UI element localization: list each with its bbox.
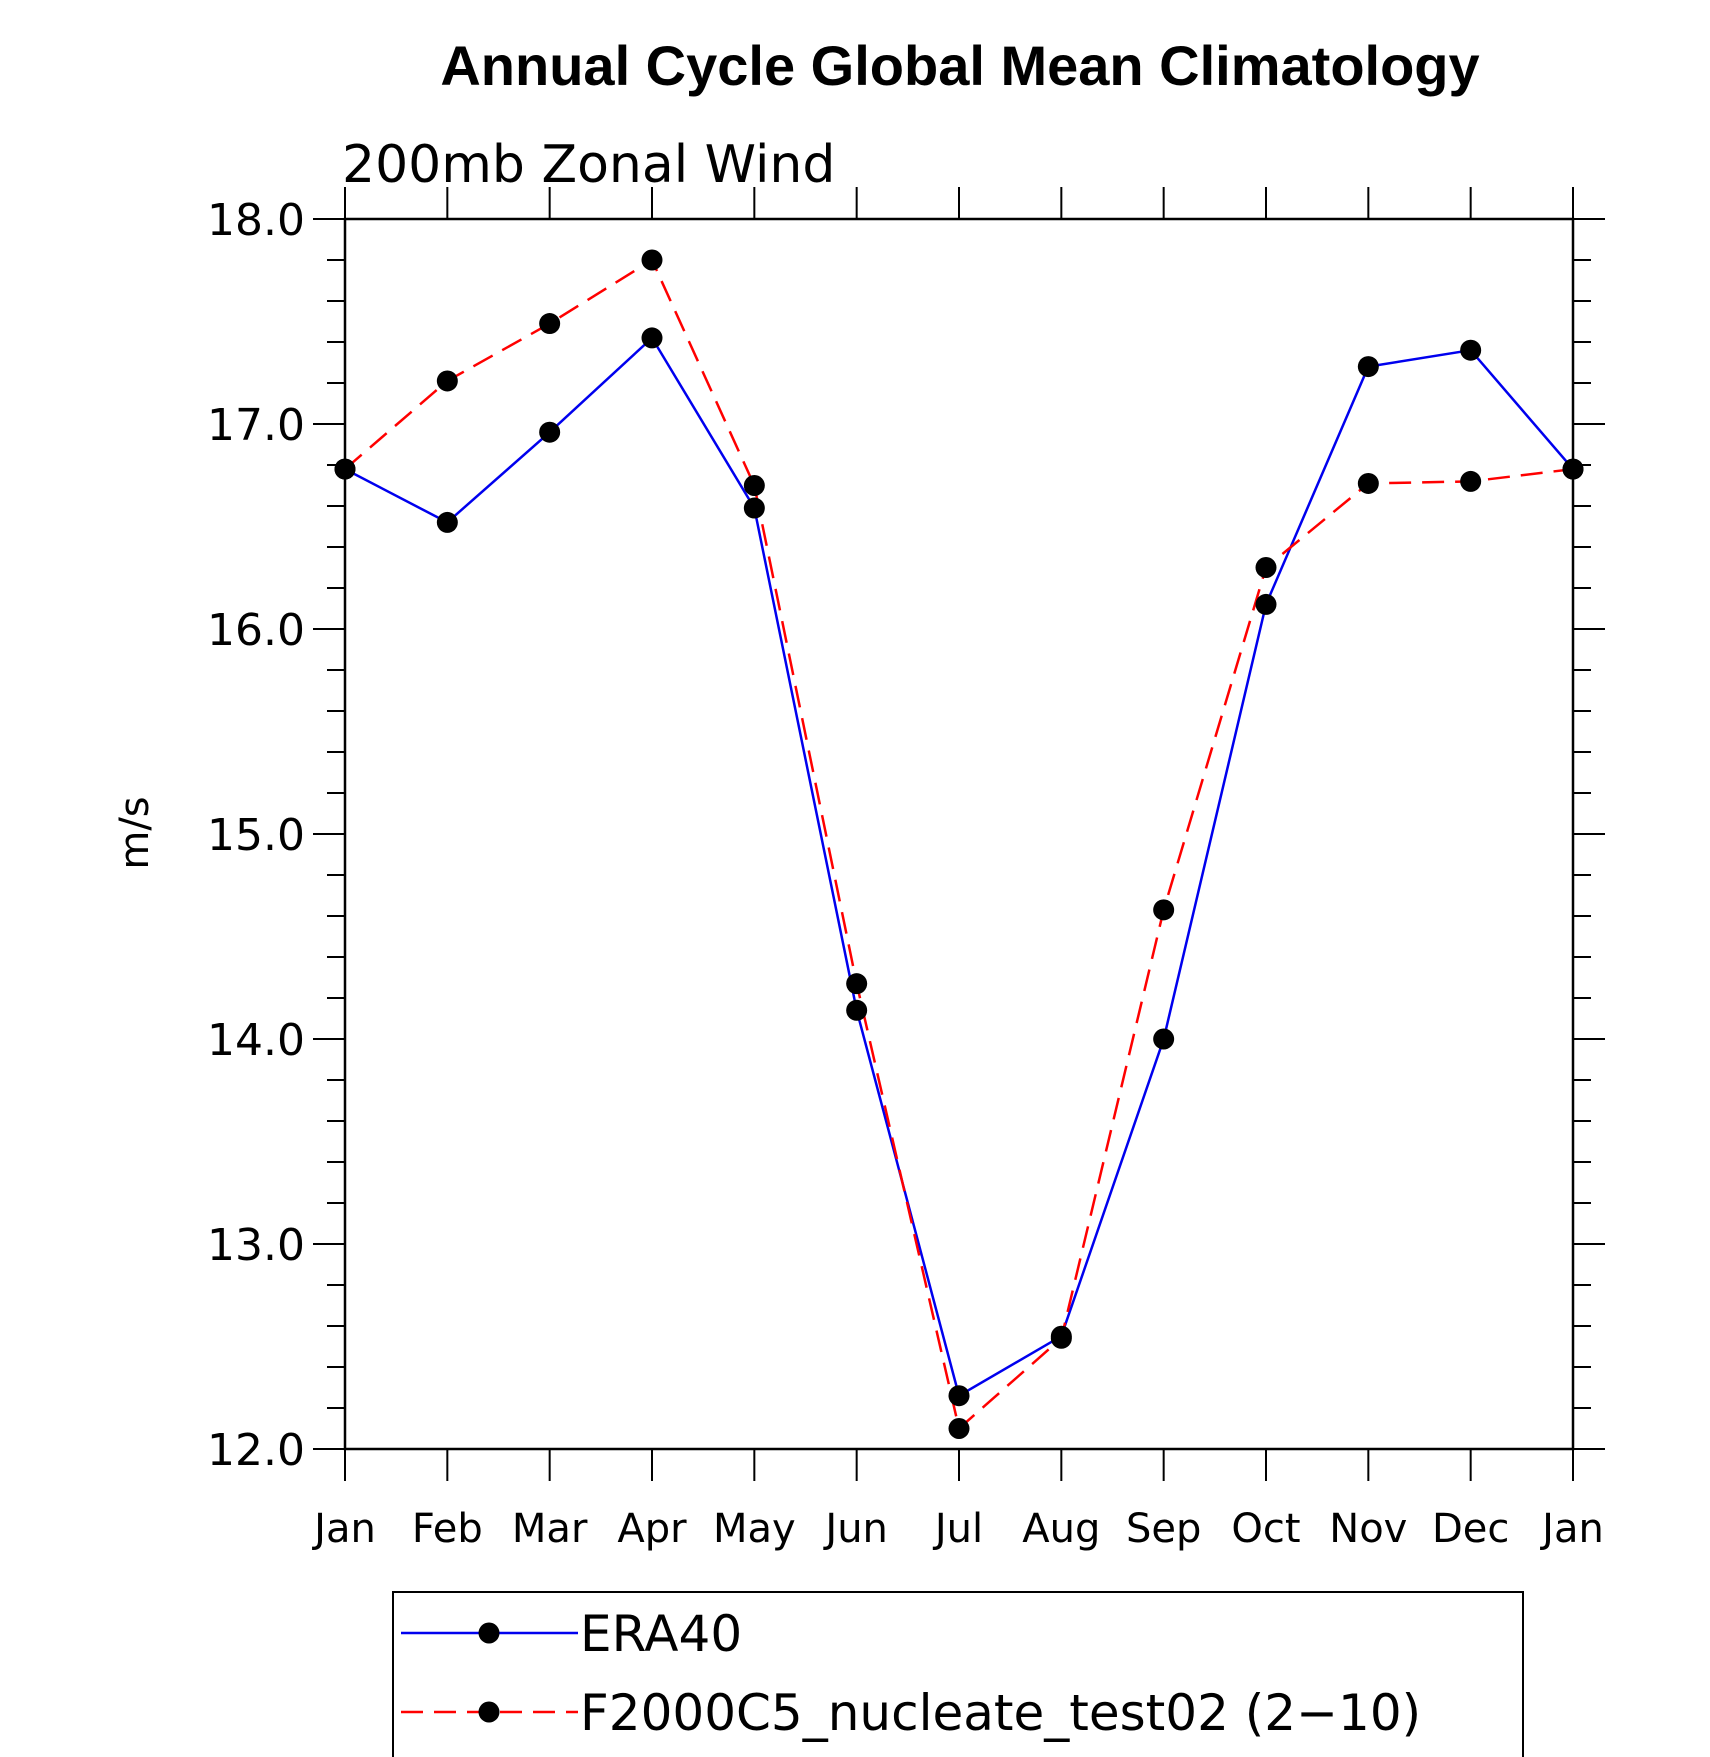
x-tick-label: Dec [1432,1506,1509,1552]
series-line [344,335,1574,1398]
x-tick-label: Jan [1539,1506,1604,1552]
series-2-points [334,249,1584,1439]
data-point [743,497,765,519]
chart-title: Annual Cycle Global Mean Climatology [440,34,1479,97]
data-point [334,458,356,480]
y-tick-label: 16.0 [207,605,305,656]
y-axis-label: m/s [112,796,158,869]
series-1-points [334,327,1584,1407]
y-tick-label: 15.0 [207,810,305,861]
x-tick-labels: Jan Feb Mar Apr May Jun Jul Aug Sep Oct Nov Dec Jan [311,1506,1604,1552]
data-point [1357,356,1379,378]
x-tick-label: Feb [412,1506,483,1552]
data-point [539,421,561,443]
series-layer [334,249,1584,1439]
y-tick-label: 14.0 [207,1015,305,1066]
data-point [1255,593,1277,615]
data-point [846,973,868,995]
data-point [1357,472,1379,494]
x-tick-label: Jul [932,1506,983,1552]
data-point [1460,339,1482,361]
x-tick-label: Nov [1329,1506,1407,1552]
data-point [539,313,561,335]
x-tick-label: Jun [822,1506,888,1552]
series-line [344,258,1574,1431]
x-tick-label: Sep [1126,1506,1201,1552]
data-point [948,1385,970,1407]
data-point [948,1418,970,1439]
data-point [436,511,458,533]
y-tick-labels: 12.0 13.0 14.0 15.0 16.0 17.0 18.0 [207,195,305,1476]
legend-box [392,1591,1524,1757]
series-2 [344,258,1574,1431]
legend-label: F2000C5_nucleate_test02 (2−10) [580,1684,1421,1742]
data-point [1255,557,1277,578]
y-tick-label: 17.0 [207,400,305,451]
data-point [1562,458,1584,480]
legend-marker [478,1622,500,1644]
data-point [641,327,663,349]
y-tick-label: 18.0 [207,195,305,246]
data-point [1050,1327,1072,1349]
plot-axes [313,187,1605,1481]
y-tick-label: 12.0 [207,1425,305,1476]
data-point [846,999,868,1021]
x-tick-label: Oct [1231,1506,1300,1552]
legend-item-2: F2000C5_nucleate_test02 (2−10) [401,1684,1421,1742]
x-tick-label: Mar [512,1506,588,1552]
x-tick-label: Aug [1022,1506,1100,1552]
legend: ERA40 F2000C5_nucleate_test02 (2−10) [392,1591,1524,1757]
data-point [743,475,765,496]
legend-label: ERA40 [580,1605,742,1663]
data-point [436,370,458,392]
chart-subtitle: 200mb Zonal Wind [342,135,835,195]
y-tick-label: 13.0 [207,1220,305,1271]
series-1 [344,335,1574,1398]
data-point [1153,1028,1175,1050]
data-point [1460,470,1482,492]
legend-marker [478,1701,500,1723]
x-tick-label: Jan [311,1506,376,1552]
x-tick-label: Apr [617,1506,687,1552]
legend-item-1: ERA40 [401,1605,742,1663]
plot-frame [343,217,1575,1451]
x-tick-label: May [713,1506,796,1552]
data-point [641,249,663,271]
data-point [1153,899,1175,921]
